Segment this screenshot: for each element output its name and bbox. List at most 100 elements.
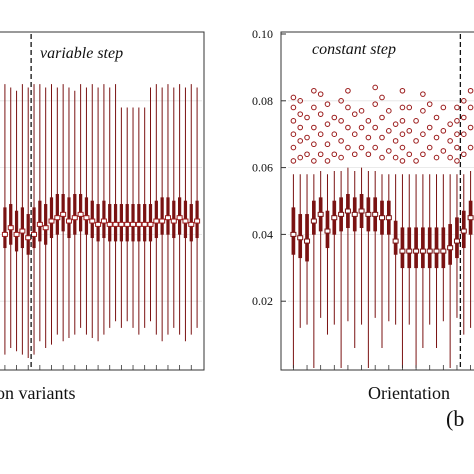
box-23 xyxy=(440,104,447,322)
outlier-point xyxy=(365,151,372,158)
outlier-point xyxy=(399,131,406,137)
median-marker xyxy=(351,211,358,217)
outlier-point xyxy=(345,87,351,94)
outlier-point xyxy=(447,138,453,144)
box-1 xyxy=(1,84,8,355)
box-25 xyxy=(453,104,460,318)
outlier-point xyxy=(297,124,304,131)
box-body xyxy=(49,197,54,239)
box-body xyxy=(393,220,398,255)
box-12 xyxy=(365,118,372,368)
outlier-point xyxy=(454,118,460,124)
outlier-point xyxy=(351,151,358,158)
box-10 xyxy=(351,111,358,348)
right-y-ticks: 0.02 0.04 0.06 0.08 0.10 xyxy=(252,27,286,308)
median-marker xyxy=(147,221,154,227)
outlier-point xyxy=(467,104,474,111)
outlier-point xyxy=(386,128,392,134)
outlier-point xyxy=(399,87,406,94)
median-marker xyxy=(89,218,96,224)
median-marker xyxy=(290,231,297,237)
left-x-ticks xyxy=(4,365,192,370)
outlier-point xyxy=(372,84,378,91)
outlier-point xyxy=(331,151,338,158)
median-marker xyxy=(331,215,338,221)
median-marker xyxy=(310,218,317,224)
box-body xyxy=(407,227,412,269)
median-marker xyxy=(338,211,345,217)
box-10 xyxy=(54,87,61,335)
box-body xyxy=(448,224,452,265)
outlier-point xyxy=(338,118,344,124)
box-body xyxy=(414,227,418,269)
box-31 xyxy=(176,84,183,335)
outlier-point xyxy=(311,124,317,131)
median-marker xyxy=(170,218,177,224)
box-20 xyxy=(419,91,426,348)
median-marker xyxy=(372,211,379,217)
outlier-point xyxy=(365,134,372,141)
box-25 xyxy=(141,107,148,328)
outlier-point xyxy=(304,134,310,141)
box-body xyxy=(67,197,71,239)
outlier-point xyxy=(426,101,433,107)
box-26 xyxy=(147,87,154,322)
outlier-point xyxy=(420,131,426,137)
outlier-point xyxy=(317,111,324,117)
median-marker xyxy=(399,248,406,254)
box-7 xyxy=(36,84,43,342)
box-1 xyxy=(290,94,297,368)
box-body xyxy=(55,194,59,235)
outlier-point xyxy=(331,114,338,121)
outlier-point xyxy=(290,94,297,101)
right-panel: 0.02 0.04 0.06 0.08 0.10 constant step Orien… xyxy=(252,27,474,403)
median-marker xyxy=(467,215,474,221)
median-marker xyxy=(379,215,385,221)
outlier-point xyxy=(460,98,467,104)
outlier-point xyxy=(365,118,372,124)
box-23 xyxy=(130,107,137,328)
median-marker xyxy=(297,235,304,241)
right-plot-frame xyxy=(280,31,474,371)
outlier-point xyxy=(297,111,304,117)
box-4 xyxy=(310,87,317,368)
median-marker xyxy=(324,228,331,234)
median-marker xyxy=(65,218,72,224)
outlier-point xyxy=(324,158,331,164)
outlier-point xyxy=(420,151,426,158)
outlier-point xyxy=(304,151,310,158)
box-body xyxy=(400,227,405,269)
median-marker xyxy=(392,238,399,244)
box-body xyxy=(14,210,19,252)
median-marker xyxy=(426,248,433,254)
median-marker xyxy=(31,231,38,237)
median-marker xyxy=(413,248,420,254)
box-30 xyxy=(170,87,177,328)
outlier-point xyxy=(406,104,413,111)
median-marker xyxy=(344,208,351,214)
y-tick-label: 0.08 xyxy=(252,94,273,108)
median-marker xyxy=(194,218,201,224)
box-body xyxy=(3,207,7,249)
outlier-point xyxy=(399,144,406,151)
outlier-point xyxy=(454,158,460,164)
box-34 xyxy=(194,87,201,328)
outlier-point xyxy=(413,138,419,144)
box-14 xyxy=(379,94,385,348)
outlier-point xyxy=(372,144,378,151)
box-8 xyxy=(338,98,345,368)
outlier-point xyxy=(290,104,297,111)
median-marker xyxy=(164,215,171,221)
right-xlabel: Orientation xyxy=(368,383,450,403)
box-body xyxy=(427,227,432,269)
outlier-point xyxy=(460,131,467,137)
box-29 xyxy=(164,84,171,335)
outlier-point xyxy=(406,128,413,134)
box-22 xyxy=(124,107,131,322)
box-11 xyxy=(60,84,67,342)
box-12 xyxy=(65,87,72,338)
box-22 xyxy=(433,114,440,348)
outlier-point xyxy=(399,118,406,124)
median-marker xyxy=(106,221,113,227)
median-marker xyxy=(453,238,460,244)
